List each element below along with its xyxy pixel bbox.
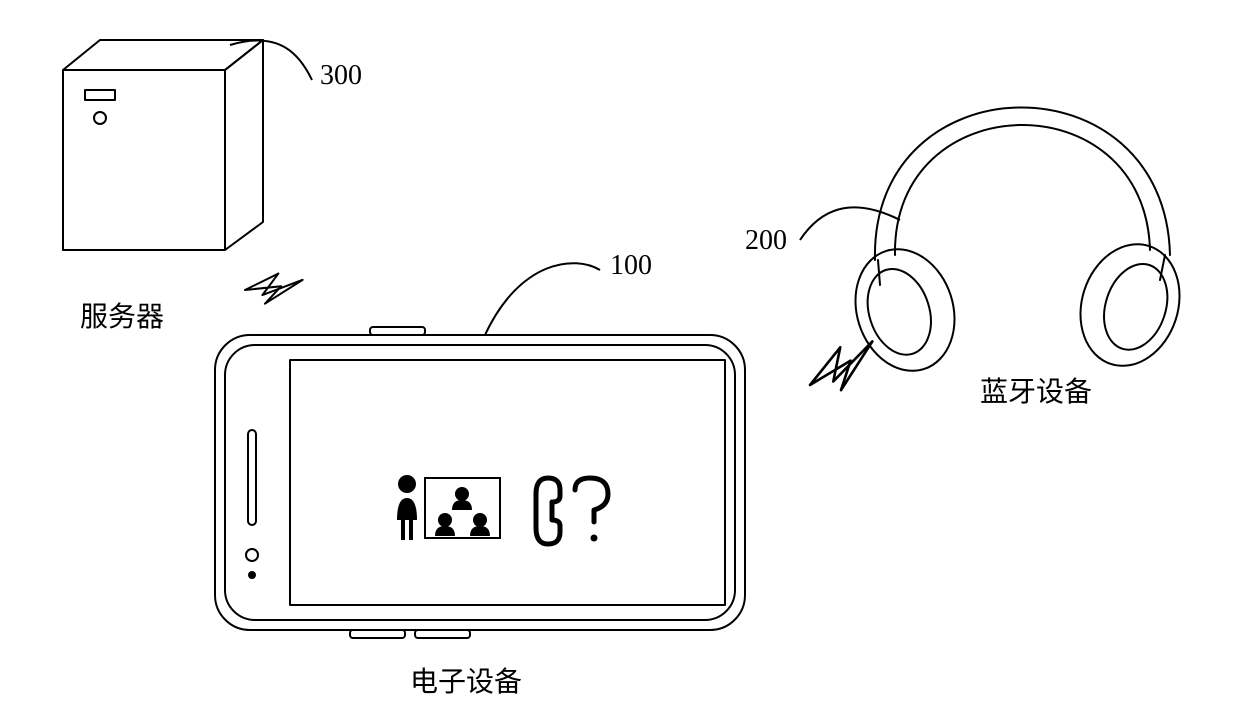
server-drawing bbox=[63, 40, 263, 250]
phone-question-icon bbox=[536, 478, 608, 544]
server-label: 服务器 bbox=[80, 295, 164, 335]
bolt-server-phone bbox=[243, 268, 303, 309]
headphones-label: 蓝牙设备 bbox=[980, 370, 1092, 410]
phone-ref-number: 100 bbox=[610, 250, 652, 282]
headphones-leader bbox=[800, 207, 900, 240]
phone-label: 电子设备 bbox=[410, 660, 522, 700]
server-leader bbox=[230, 40, 312, 80]
phone-leader bbox=[485, 263, 600, 335]
headphones-ref-number: 200 bbox=[745, 225, 787, 257]
headphones-drawing bbox=[840, 107, 1195, 383]
conference-icon bbox=[397, 475, 500, 540]
phone-drawing bbox=[215, 327, 745, 638]
server-ref-number: 300 bbox=[320, 60, 362, 92]
